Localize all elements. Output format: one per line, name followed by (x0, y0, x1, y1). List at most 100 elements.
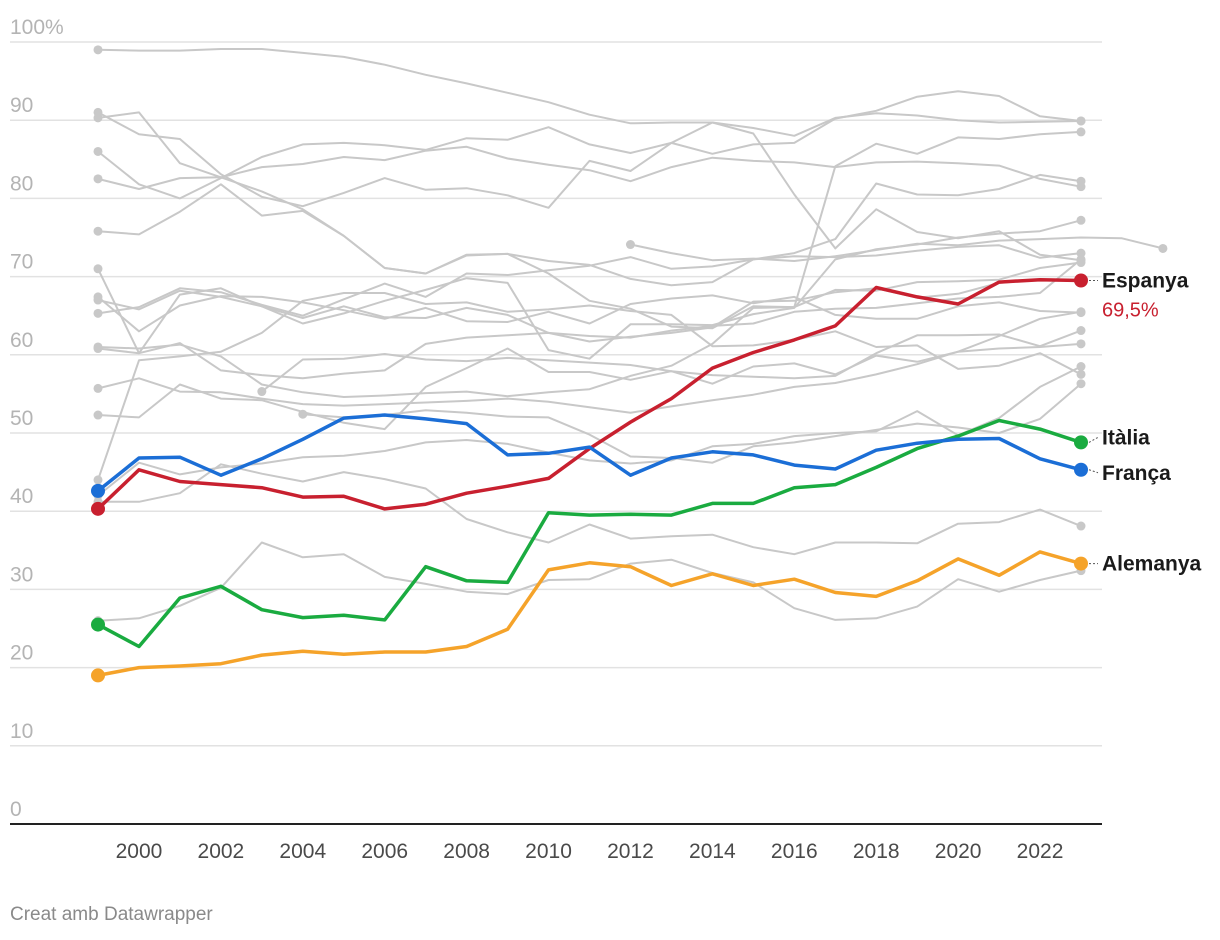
context-series-line (93, 244, 1086, 318)
context-series-line (93, 90, 1086, 209)
series-start-point (91, 668, 105, 683)
context-series-line (93, 254, 1086, 380)
x-tick-label: 2018 (853, 840, 900, 863)
context-end-point (1076, 182, 1086, 192)
x-tick-label: 2006 (361, 840, 408, 863)
context-end-point (1076, 116, 1086, 126)
context-series (93, 45, 1168, 626)
context-end-point (1076, 369, 1086, 379)
highlight-series (91, 273, 1088, 683)
x-tick-label: 2016 (771, 840, 818, 863)
x-tick-label: 2014 (689, 840, 736, 863)
context-end-point (1076, 362, 1086, 372)
context-line-path (97, 258, 1082, 380)
context-series-line (93, 541, 1086, 626)
y-tick-label: 0 (10, 798, 22, 821)
series-start-point (91, 501, 105, 516)
x-tick-label: 2010 (525, 840, 572, 863)
x-tick-label: 2022 (1017, 840, 1064, 863)
context-line-path (97, 294, 1082, 333)
context-start-point (93, 113, 103, 123)
series-label: Itàlia (1102, 426, 1150, 449)
context-line-path (97, 145, 1082, 190)
context-series-line (625, 236, 1168, 262)
label-connector (1088, 436, 1099, 443)
context-end-point (1076, 521, 1086, 531)
context-start-point (93, 226, 103, 236)
series-end-point (1074, 556, 1088, 571)
context-end-point (1076, 248, 1086, 258)
context-line-path (97, 219, 1082, 360)
context-line-path (97, 48, 1082, 137)
context-start-point (93, 146, 103, 156)
series-label: Espanya (1102, 270, 1189, 293)
context-series-line (93, 258, 1086, 398)
context-line-path (97, 329, 1082, 431)
context-start-point (93, 475, 103, 485)
context-end-point (1076, 127, 1086, 137)
y-tick-label: 60 (10, 329, 33, 352)
context-start-point (298, 409, 308, 419)
y-tick-label: 30 (10, 563, 33, 586)
series-label: França (1102, 462, 1171, 485)
series-labels: Espanya 69,5% Itàlia França Alemanya (1088, 270, 1202, 576)
context-line-path (97, 261, 1082, 398)
context-line-path (97, 90, 1082, 209)
y-tick-label: 70 (10, 251, 33, 274)
context-line-path (261, 342, 1082, 393)
context-start-point (93, 45, 103, 55)
context-start-point (93, 410, 103, 420)
context-series-line (93, 121, 1086, 265)
x-axis-ticks: 2000 2002 2004 2006 2008 2010 2012 2014 2016 2018… (116, 840, 1064, 863)
context-start-point (93, 295, 103, 305)
series-itàlia (91, 418, 1088, 649)
series-line-path (97, 418, 1082, 649)
context-end-point (1076, 254, 1086, 264)
context-line-path (302, 382, 1082, 464)
series-frança (91, 413, 1088, 498)
x-tick-label: 2020 (935, 840, 982, 863)
series-alemanya (91, 550, 1088, 683)
y-tick-label: 50 (10, 407, 33, 430)
context-line-path (97, 121, 1082, 262)
y-tick-label: 40 (10, 485, 33, 508)
x-tick-label: 2002 (198, 840, 245, 863)
y-tick-label: 10 (10, 720, 33, 743)
context-end-point (1076, 307, 1086, 317)
context-series-line (257, 339, 1086, 397)
context-series-line (93, 307, 1086, 414)
y-tick-label: 90 (10, 94, 33, 117)
context-start-point (93, 174, 103, 184)
context-line-path (97, 365, 1082, 497)
context-series-line (93, 326, 1086, 431)
x-tick-label: 2004 (279, 840, 326, 863)
context-series-line (298, 379, 1086, 464)
context-series-line (93, 264, 1086, 355)
context-series-line (93, 463, 1086, 556)
context-series-line (93, 127, 1086, 330)
series-end-point (1074, 435, 1088, 450)
y-tick-label: 20 (10, 642, 33, 665)
series-end-value: 69,5% (1102, 300, 1159, 322)
context-series-line (93, 45, 1086, 137)
x-tick-label: 2008 (443, 840, 490, 863)
context-line-path (97, 310, 1082, 414)
context-start-point (625, 240, 635, 250)
credit-text: Creat amb Datawrapper (10, 904, 213, 925)
context-start-point (93, 264, 103, 274)
context-series-line (93, 362, 1086, 501)
context-start-point (93, 308, 103, 318)
y-tick-label: 100% (10, 16, 64, 39)
context-end-point (1076, 215, 1086, 225)
context-line-path (630, 236, 1164, 262)
context-series-line (93, 292, 1086, 485)
context-series-line (93, 145, 1086, 192)
context-end-point (1076, 326, 1086, 336)
y-axis-ticks: 0 10 20 30 40 50 60 70 80 90 100% (10, 16, 64, 821)
context-end-point (1158, 243, 1168, 253)
context-series-line (93, 215, 1086, 360)
series-end-point (1074, 273, 1088, 288)
series-start-point (91, 617, 105, 632)
series-start-point (91, 483, 105, 498)
